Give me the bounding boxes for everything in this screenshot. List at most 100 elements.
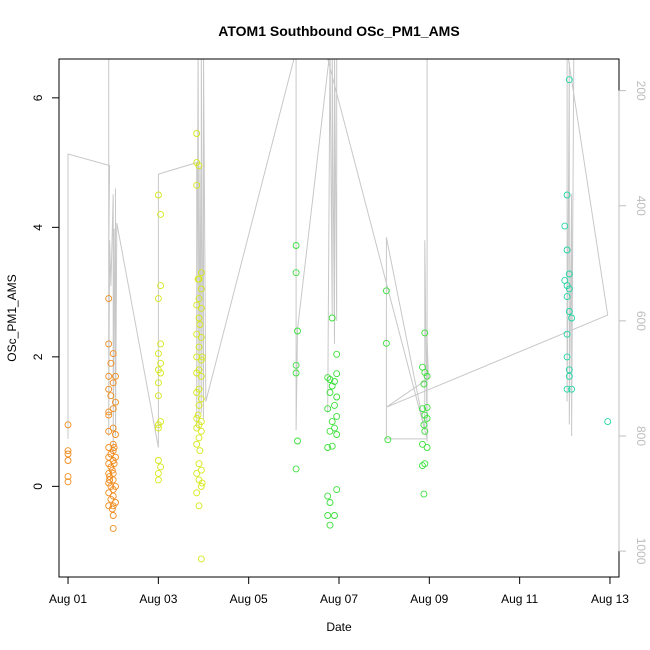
data-point: [64, 450, 72, 458]
data-point: [324, 492, 332, 500]
data-point: [563, 293, 571, 301]
data-point: [193, 424, 201, 432]
data-point: [154, 350, 162, 358]
data-point: [419, 440, 426, 448]
data-point: [197, 466, 205, 474]
x-tick-label: Aug 13: [591, 592, 629, 606]
data-point: [197, 555, 205, 563]
data-point: [195, 502, 203, 510]
data-point: [565, 285, 573, 293]
data-point: [105, 444, 113, 451]
data-point: [112, 431, 119, 438]
data-point: [384, 436, 392, 444]
plot-frame: [58, 58, 620, 578]
data-point: [604, 418, 612, 426]
data-point: [423, 372, 431, 380]
data-point: [563, 385, 571, 393]
chart-title: ATOM1 Southbound OSc_PM1_AMS: [218, 23, 459, 39]
data-point: [154, 469, 162, 477]
data-point: [105, 385, 113, 393]
data-point: [108, 466, 116, 474]
data-point: [421, 329, 429, 337]
data-point: [324, 512, 332, 519]
data-point: [292, 465, 300, 473]
y2-tick-label: 600: [634, 311, 648, 331]
series-1: [64, 295, 119, 532]
data-point: [105, 372, 113, 380]
y-axis-label: OSc_PM1_AMS: [5, 274, 19, 361]
data-point: [109, 379, 117, 387]
data-point: [423, 414, 431, 422]
data-point: [157, 340, 165, 348]
data-point: [197, 269, 205, 277]
data-point: [108, 505, 116, 513]
data-point: [423, 403, 431, 411]
data-point: [64, 421, 72, 429]
data-point: [109, 405, 117, 413]
data-point: [563, 330, 571, 338]
data-point: [420, 490, 428, 498]
x-tick-label: Aug 05: [230, 592, 268, 606]
data-point: [565, 366, 573, 374]
data-point: [326, 427, 334, 435]
data-point: [333, 370, 341, 378]
data-point: [195, 460, 203, 468]
y-axis: 0 2 4 6: [31, 94, 60, 490]
data-point: [197, 372, 205, 380]
data-point: [324, 444, 332, 451]
x-tick-label: Aug 01: [49, 592, 87, 606]
data-point: [106, 476, 114, 484]
data-point: [331, 378, 338, 385]
y2-tick-label: 400: [634, 196, 648, 216]
y-tick-label: 2: [31, 353, 45, 360]
data-point: [193, 469, 201, 477]
data-point: [193, 130, 201, 137]
data-point: [195, 162, 203, 170]
data-point: [107, 392, 115, 400]
data-point: [193, 489, 201, 497]
data-point: [105, 411, 113, 419]
data-point: [568, 314, 576, 322]
data-point: [419, 462, 426, 470]
data-point: [154, 457, 162, 464]
data-point: [195, 401, 203, 409]
data-point: [154, 295, 162, 303]
data-point: [565, 270, 573, 278]
series-5: [561, 76, 612, 426]
series-3: [292, 242, 341, 529]
data-point: [563, 246, 571, 254]
data-point: [331, 512, 338, 519]
data-point: [292, 242, 300, 249]
data-point: [193, 330, 201, 338]
x-tick-label: Aug 11: [501, 592, 538, 606]
data-point: [105, 489, 113, 497]
data-point: [563, 191, 571, 199]
data-point: [154, 392, 162, 400]
altitude-line-layer: [67, 59, 609, 460]
data-point: [420, 380, 428, 388]
x-tick-label: Aug 09: [410, 592, 448, 606]
y-tick-label: 6: [31, 94, 45, 101]
data-point: [110, 444, 118, 451]
data-point: [193, 369, 201, 377]
data-point: [105, 295, 113, 303]
x-tick-label: Aug 03: [139, 592, 177, 606]
data-point: [331, 401, 338, 409]
data-point: [110, 460, 118, 468]
data-point: [107, 359, 115, 367]
data-point: [105, 427, 113, 435]
y-tick-label: 4: [31, 224, 45, 231]
data-point: [420, 421, 428, 429]
data-point: [326, 376, 334, 383]
data-point: [154, 421, 162, 429]
y2-tick-label: 800: [634, 426, 648, 446]
data-point: [193, 440, 201, 448]
data-point: [326, 521, 334, 529]
data-point: [105, 408, 113, 416]
altitude-line: [67, 59, 609, 460]
data-point: [64, 447, 72, 455]
data-point: [195, 343, 203, 351]
data-point: [112, 453, 119, 461]
data-point: [328, 418, 336, 426]
